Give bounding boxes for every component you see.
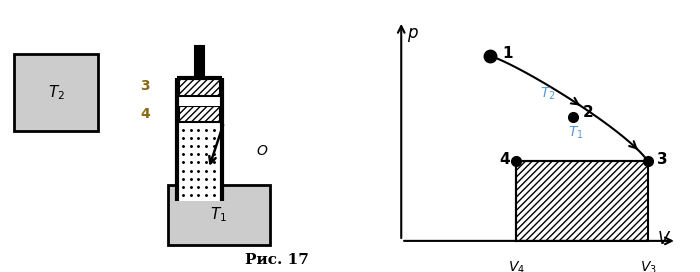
Text: 1: 1 xyxy=(502,46,512,61)
Bar xyxy=(178,122,220,201)
Text: 4: 4 xyxy=(499,152,510,166)
Bar xyxy=(516,161,648,241)
Text: $T_2$: $T_2$ xyxy=(48,83,64,102)
Text: 4: 4 xyxy=(141,107,150,121)
Text: 3: 3 xyxy=(141,79,150,93)
Bar xyxy=(195,46,204,78)
Text: $O$: $O$ xyxy=(256,144,268,159)
Text: $T_2$: $T_2$ xyxy=(540,85,556,102)
Bar xyxy=(168,185,270,245)
Bar xyxy=(14,54,98,131)
Bar xyxy=(178,96,220,106)
Text: $T_1$: $T_1$ xyxy=(568,125,584,141)
Text: $p$: $p$ xyxy=(407,26,419,44)
Text: $V_4$: $V_4$ xyxy=(508,259,524,272)
Bar xyxy=(178,78,220,96)
Bar xyxy=(178,106,220,122)
Text: 3: 3 xyxy=(657,152,668,166)
Text: $T_1$: $T_1$ xyxy=(210,206,228,224)
Text: 2: 2 xyxy=(582,105,593,120)
Text: $V$: $V$ xyxy=(657,231,671,248)
Text: Рис. 17: Рис. 17 xyxy=(244,253,309,267)
Text: $V_3$: $V_3$ xyxy=(640,259,657,272)
